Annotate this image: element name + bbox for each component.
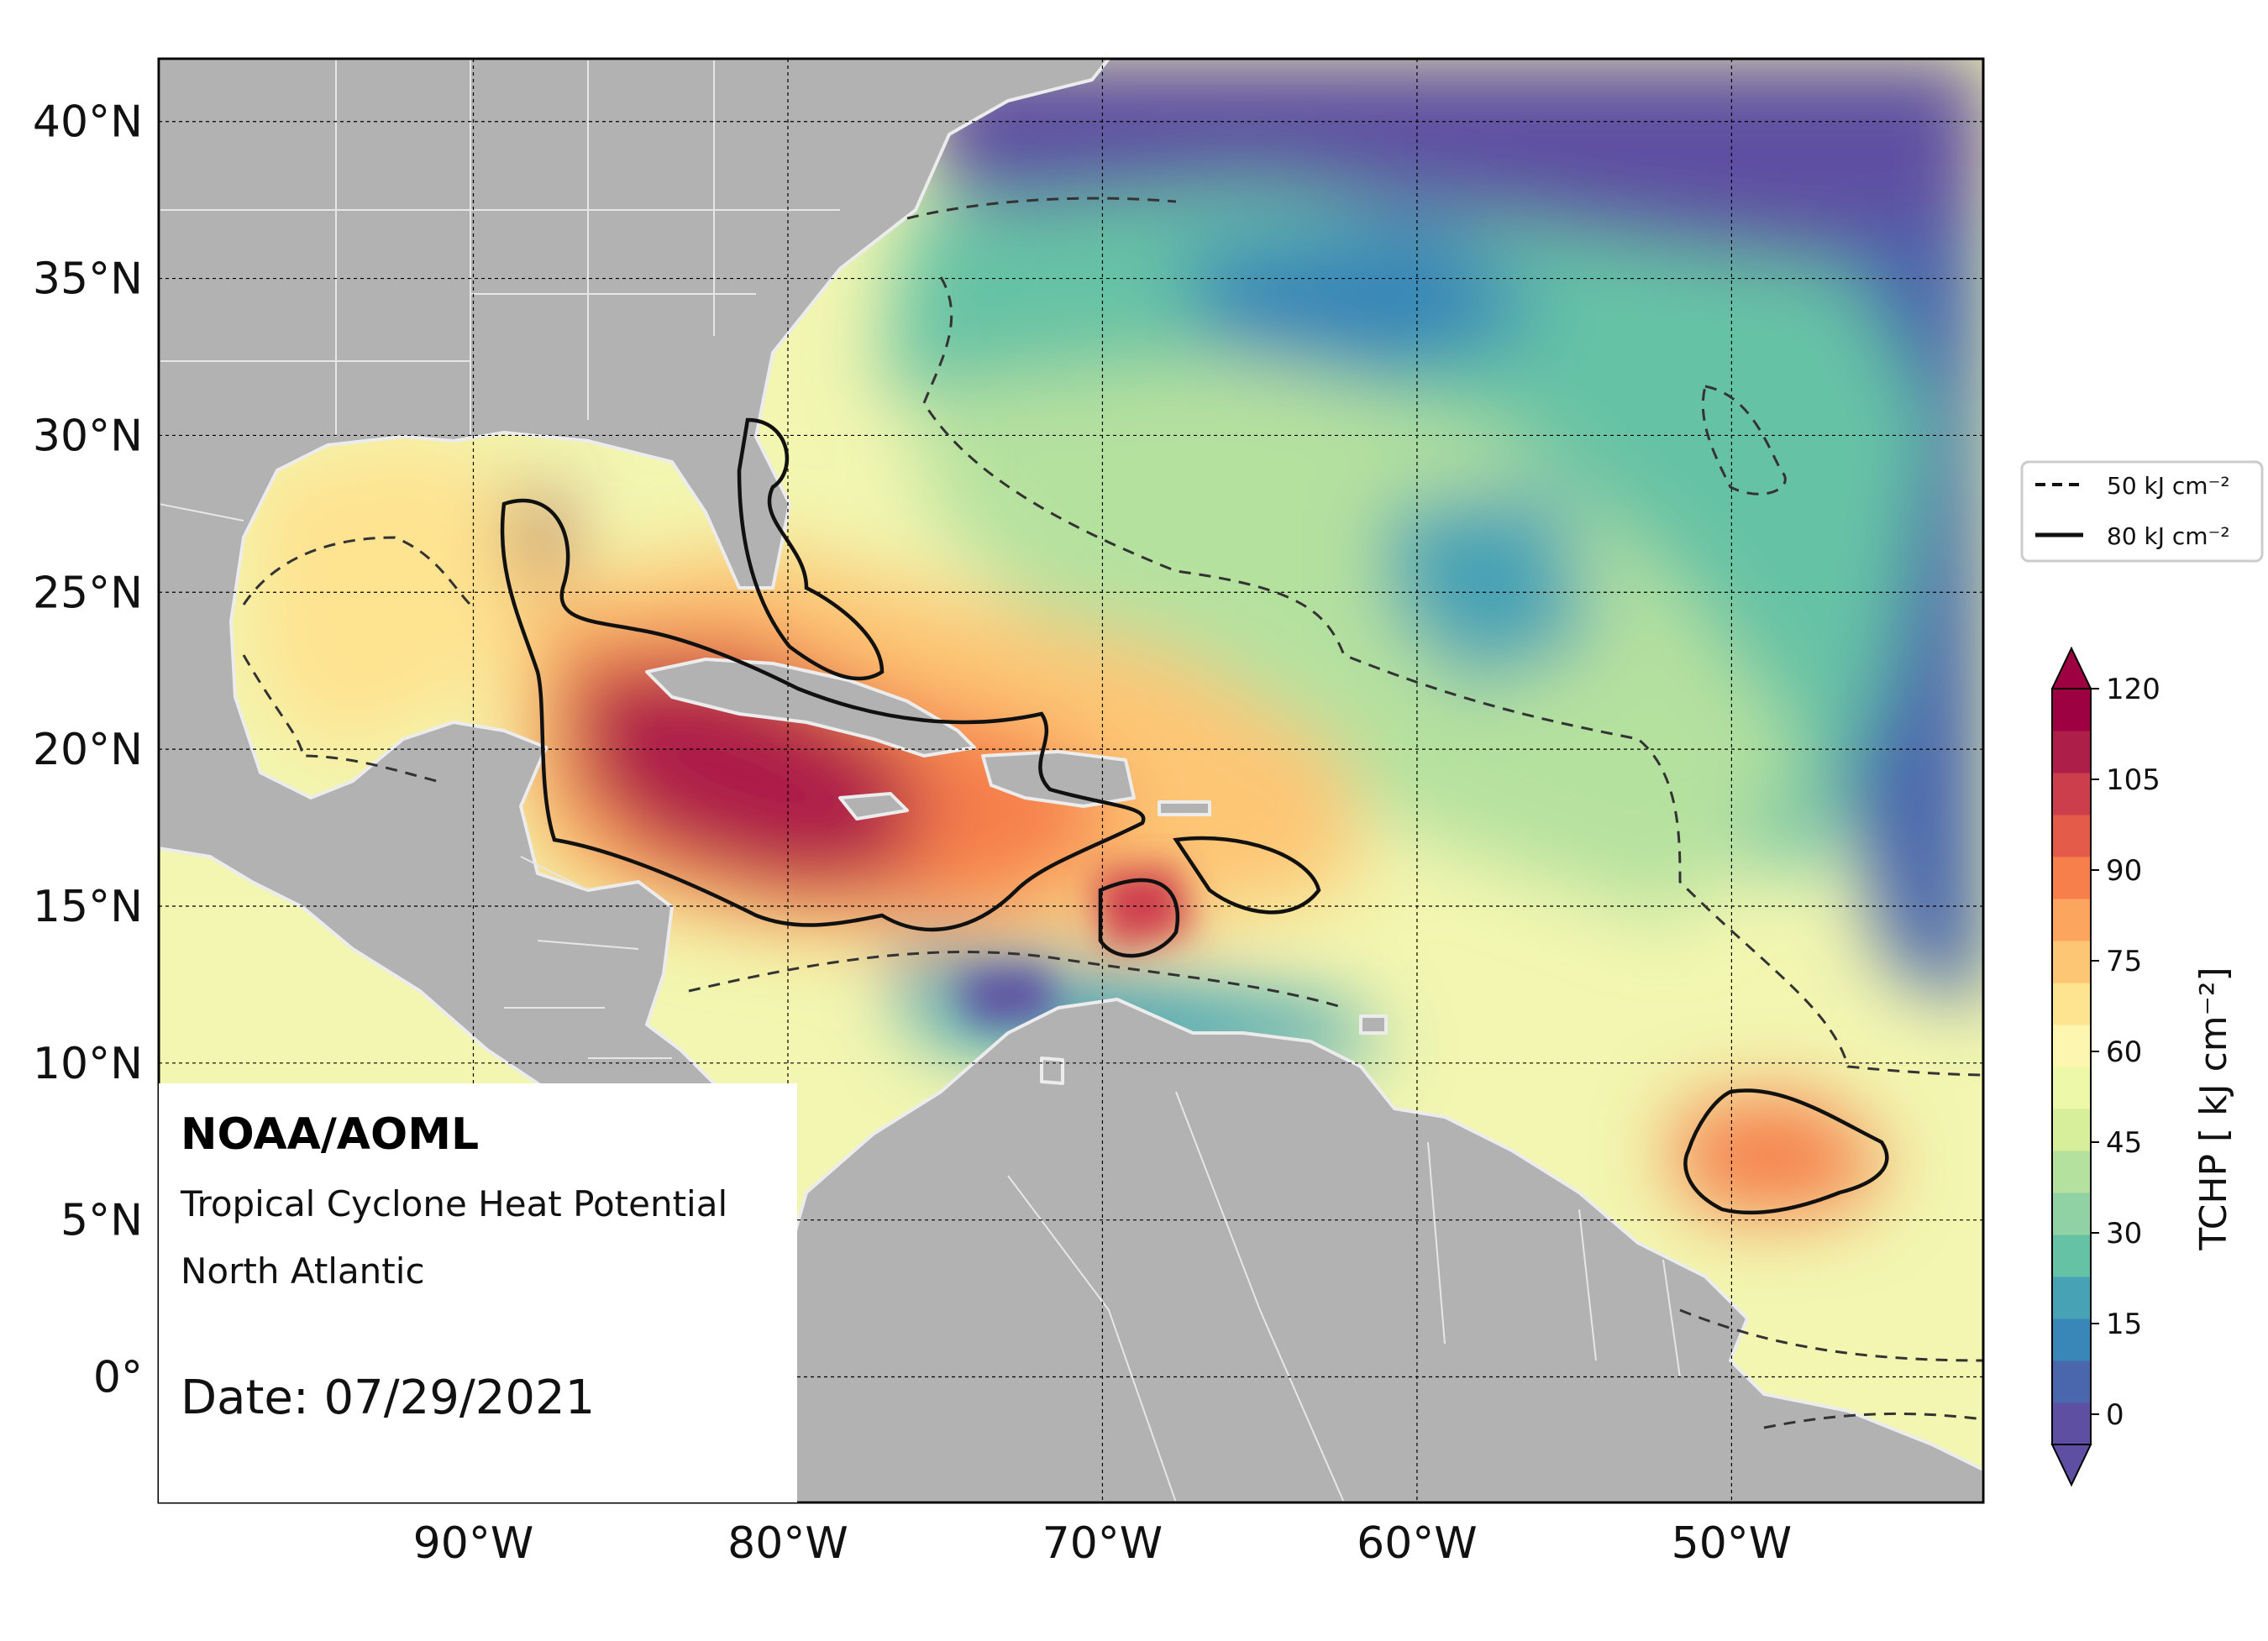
admin-borders (159, 59, 1681, 1502)
land-cuba (645, 658, 976, 758)
tchp-field-mid-band (924, 353, 1806, 924)
tchp-field-detail-red (1092, 865, 1193, 949)
lat-tick-label-3: 25°N (33, 568, 143, 618)
lon-tick-label-2: 70°W (1042, 1518, 1163, 1569)
colorbar-tick-label-1: 105 (2106, 763, 2160, 797)
colorbar-tick-label-7: 15 (2106, 1308, 2142, 1341)
contour-50-east (1701, 385, 1787, 495)
legend-label-80: 80 kJ cm⁻² (2107, 522, 2230, 550)
colorbar-frame (2051, 688, 2092, 1445)
lat-tick-label-7: 5°N (60, 1196, 143, 1246)
lat-tick-label-8: 0° (93, 1353, 143, 1403)
colorbar-tick-label-0: 120 (2106, 673, 2160, 706)
colorbar-segment-14 (2052, 815, 2091, 857)
colorbar-segment-9 (2052, 1025, 2091, 1067)
colorbar-segment-10 (2052, 983, 2091, 1025)
lon-tick-label-3: 60°W (1357, 1518, 1478, 1569)
lat-tick-label-0: 40°N (33, 97, 143, 148)
land-curacao (1040, 1056, 1064, 1085)
legend-label-50: 50 kJ cm⁻² (2107, 472, 2230, 500)
land-south-america (754, 998, 1983, 1502)
land-trinidad (1359, 1014, 1388, 1035)
tchp-field-low-spot-2 (1386, 487, 1596, 689)
contour-50-gulf (242, 536, 472, 783)
lon-tick-label-0: 90°W (413, 1518, 534, 1569)
colorbar-segment-4 (2052, 1235, 2091, 1277)
lat-tick-label-5: 15°N (33, 882, 143, 932)
info-product: Tropical Cyclone Heat Potential (180, 1183, 727, 1224)
colorbar-segment-15 (2052, 773, 2091, 815)
tchp-field-detail-blue (958, 966, 1058, 1025)
colorbar-tick-label-5: 45 (2106, 1126, 2142, 1160)
contour-80-caribbean (500, 498, 1146, 932)
info-box: NOAA/AOML Tropical Cyclone Heat Potentia… (159, 1083, 797, 1502)
lon-tick-label-1: 80°W (727, 1518, 848, 1569)
tchp-field-detail (958, 865, 1193, 1025)
colorbar-segment-8 (2052, 1067, 2091, 1109)
colorbar-extend-min (2050, 1444, 2092, 1487)
lat-tick-label-4: 20°N (33, 725, 143, 775)
colorbar-tick-label-2: 90 (2106, 854, 2142, 888)
lat-tick-label-2: 30°N (33, 411, 143, 461)
colorbar-extend-max (2050, 646, 2092, 689)
colorbar-tick-label-4: 60 (2106, 1035, 2142, 1069)
latitude-tick-labels: 40°N 35°N 30°N 25°N 20°N 15°N 10°N 5°N 0° (33, 97, 143, 1403)
contour-50-south (688, 951, 1983, 1429)
contour-50-north (906, 197, 1983, 1077)
border-central-america (504, 856, 672, 1059)
colorbar-segment-3 (2052, 1277, 2091, 1319)
border-us-state (159, 59, 840, 437)
land-puerto-rico (1158, 800, 1211, 816)
colorbar-label: TCHP [ kJ cm⁻²] (2192, 967, 2235, 1250)
colorbar-segment-7 (2052, 1109, 2091, 1151)
contour-80-east (1683, 1088, 1889, 1215)
colorbar: 120 105 90 75 60 45 30 15 0 (2050, 646, 2160, 1487)
border-mexico-us (159, 503, 244, 522)
colorbar-segment-5 (2052, 1193, 2091, 1235)
lon-tick-label-4: 50°W (1672, 1518, 1793, 1569)
contour-80-antilles (1098, 836, 1321, 958)
colorbar-tick-label-3: 75 (2106, 945, 2142, 978)
longitude-tick-labels: 90°W 80°W 70°W 60°W 50°W (413, 1518, 1793, 1569)
colorbar-segment-11 (2052, 941, 2091, 983)
colorbar-segment-17 (2052, 689, 2091, 731)
contours-80 (500, 417, 1889, 1215)
land-jamaica (838, 792, 909, 820)
colorbar-segment-13 (2052, 857, 2091, 899)
colorbar-tick-label-8: 0 (2106, 1398, 2124, 1432)
contour-80-florida (737, 417, 885, 681)
colorbar-tick-label-6: 30 (2106, 1217, 2142, 1250)
contours-50 (242, 197, 1983, 1429)
colorbar-segment-1 (2052, 1361, 2091, 1403)
lat-tick-label-6: 10°N (33, 1039, 143, 1089)
border-south-america (1007, 1091, 1681, 1502)
colorbar-segment-0 (2052, 1402, 2091, 1445)
land-masses (159, 59, 1983, 1502)
info-box-background (159, 1083, 797, 1502)
info-date: Date: 07/29/2021 (181, 1371, 595, 1425)
map-frame (157, 57, 1985, 1504)
tchp-field-east-warm (1672, 1092, 1890, 1218)
tchp-field-low-spot-1 (1176, 218, 1554, 378)
contour-legend: 50 kJ cm⁻² 80 kJ cm⁻² (2020, 460, 2264, 563)
colorbar-segment-6 (2052, 1151, 2091, 1193)
colorbar-segment-2 (2052, 1319, 2091, 1361)
colorbar-segment-16 (2052, 731, 2091, 773)
lat-tick-label-1: 35°N (33, 254, 143, 305)
info-org: NOAA/AOML (181, 1109, 479, 1160)
colorbar-segment-12 (2052, 899, 2091, 941)
tchp-field-gulf (252, 437, 521, 756)
info-region: North Atlantic (181, 1250, 425, 1292)
map-area (159, 59, 1983, 1502)
